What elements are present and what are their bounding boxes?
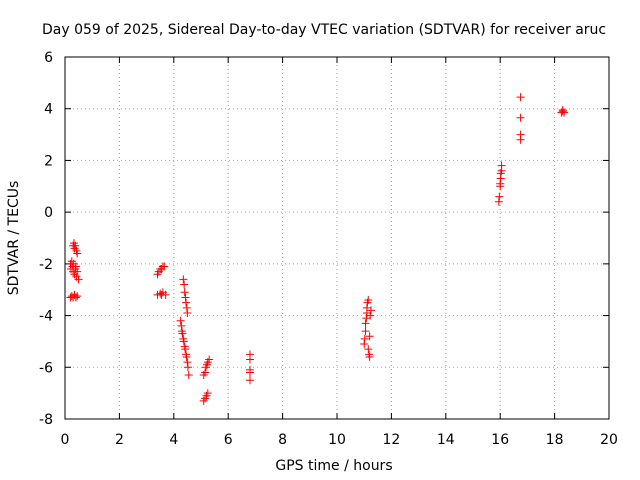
x-tick-label: 18: [546, 432, 564, 448]
data-point: [558, 106, 567, 115]
data-point: [182, 352, 191, 361]
data-point: [365, 332, 374, 341]
data-point: [179, 275, 188, 284]
data-point: [203, 389, 212, 398]
x-tick-label: 20: [600, 432, 618, 448]
x-tick-label: 6: [224, 432, 233, 448]
data-point: [516, 135, 525, 144]
y-tick-label: -6: [39, 360, 53, 376]
x-tick-label: 4: [169, 432, 178, 448]
x-tick-label: 2: [115, 432, 124, 448]
data-point: [245, 376, 254, 385]
data-point: [367, 306, 375, 315]
data-point: [71, 293, 80, 302]
data-point: [183, 363, 192, 372]
chart-title: Day 059 of 2025, Sidereal Day-to-day VTE…: [42, 22, 606, 38]
x-tick-label: 14: [437, 432, 455, 448]
x-tick-label: 12: [382, 432, 400, 448]
data-point: [161, 290, 170, 299]
x-tick-label: 0: [61, 432, 70, 448]
data-point: [73, 267, 82, 276]
data-point: [183, 358, 192, 367]
x-tick-label: 16: [491, 432, 509, 448]
data-point: [364, 296, 373, 305]
data-point: [360, 334, 369, 343]
data-point: [516, 93, 525, 102]
data-point: [181, 345, 190, 354]
data-point: [183, 308, 192, 317]
data-point: [366, 311, 375, 320]
data-point: [360, 340, 369, 349]
data-point: [182, 298, 191, 307]
data-point: [73, 249, 82, 258]
data-point: [365, 352, 374, 361]
y-tick-label: 0: [44, 205, 53, 221]
data-point: [178, 329, 187, 338]
data-point: [361, 327, 370, 336]
data-point: [180, 280, 189, 289]
plot-frame: [64, 56, 610, 420]
y-tick-label: -2: [39, 257, 53, 273]
data-point: [516, 113, 525, 122]
grid-lines: [65, 57, 609, 419]
data-point: [245, 355, 254, 364]
data-point: [495, 192, 504, 201]
data-point: [74, 275, 83, 284]
tick-labels: 0 2 4 6 8 10 12 14 16 18 20 -8 -6 -4 -2 0 2 4 6: [39, 50, 618, 448]
data-point: [179, 337, 188, 346]
data-point: [71, 241, 80, 250]
data-point: [494, 197, 503, 206]
data-point: [73, 292, 82, 301]
data-point: [160, 262, 169, 271]
y-tick-label: -4: [39, 309, 53, 325]
y-tick-label: -8: [39, 412, 53, 428]
data-point: [362, 303, 371, 312]
y-tick-label: 2: [44, 153, 53, 169]
data-point: [205, 355, 214, 364]
x-tick-label: 10: [328, 432, 346, 448]
data-point: [177, 321, 186, 330]
data-point: [245, 368, 254, 377]
y-axis-label: SDTVAR / TECUs: [6, 181, 22, 296]
data-point: [361, 319, 370, 328]
data-point: [184, 371, 193, 380]
x-tick-label: 8: [278, 432, 287, 448]
data-point: [496, 179, 505, 188]
data-point: [71, 262, 80, 271]
data-point: [364, 345, 373, 354]
data-point: [201, 368, 210, 377]
data-point: [180, 288, 189, 297]
data-point: [181, 293, 190, 302]
y-tick-label: 6: [44, 50, 53, 66]
data-points: [66, 93, 569, 405]
data-point: [497, 161, 506, 170]
data-point: [182, 303, 191, 312]
y-tick-label: 4: [44, 102, 53, 118]
x-axis-label: GPS time / hours: [275, 458, 392, 474]
data-point: [176, 316, 185, 325]
